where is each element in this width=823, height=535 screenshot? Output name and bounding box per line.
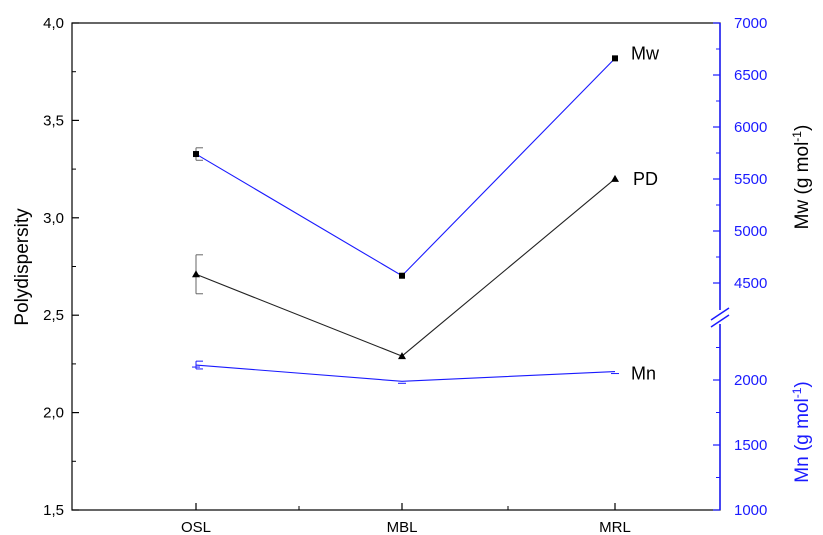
- right-upper-tick-label: 5500: [734, 171, 767, 188]
- right-upper-axis-title: Mw (g mol-1): [790, 125, 813, 230]
- mn-series-line: [195, 364, 616, 382]
- series-layer: Mw PD Mn: [192, 43, 660, 384]
- mw-point: [612, 55, 618, 62]
- left-axis-ticks: 1,5 2,0 2,5 3,0 3,5 4,0: [43, 15, 79, 519]
- axis-break-icon: [710, 307, 730, 328]
- pd-point: [398, 352, 406, 360]
- left-tick-label: 1,5: [43, 502, 64, 519]
- x-tick-label: OSL: [181, 519, 211, 535]
- pd-series-label: PD: [633, 169, 658, 189]
- mw-point: [399, 272, 405, 279]
- right-upper-tick-label: 6500: [734, 67, 767, 84]
- pd-series-line: [195, 178, 616, 357]
- left-axis-title: Polydispersity: [12, 208, 33, 326]
- right-lower-tick-label: 2000: [734, 372, 767, 389]
- axis-break-line: [710, 314, 730, 328]
- right-upper-tick-label: 4500: [734, 275, 767, 292]
- x-tick-label: MRL: [599, 519, 631, 535]
- right-upper-tick-label: 5000: [734, 223, 767, 240]
- mn-series-label: Mn: [631, 364, 656, 384]
- left-tick-label: 2,5: [43, 307, 64, 324]
- right-upper-tick-label: 7000: [734, 15, 767, 32]
- mw-series-line: [195, 57, 616, 277]
- left-tick-label: 3,5: [43, 112, 64, 129]
- pd-point: [192, 270, 200, 278]
- mw-series-label: Mw: [631, 43, 660, 63]
- right-lower-tick-label: 1000: [734, 502, 767, 519]
- x-tick-label: MBL: [387, 519, 418, 535]
- plot-frame: [71, 22, 721, 511]
- left-tick-label: 2,0: [43, 405, 64, 422]
- x-axis-ticks: OSL MBL MRL: [181, 503, 631, 535]
- right-lower-axis-title: Mn (g mol-1): [790, 381, 813, 482]
- right-upper-tick-label: 6000: [734, 119, 767, 136]
- axis-break-gap: [710, 310, 730, 324]
- axis-break-line: [710, 307, 730, 321]
- mw-point: [193, 151, 199, 158]
- right-lower-tick-label: 1500: [734, 437, 767, 454]
- left-tick-label: 4,0: [43, 15, 64, 32]
- right-axis-ticks: 4500 5000 5500 6000 6500 7000 1000 1500 2000: [713, 15, 767, 519]
- left-tick-label: 3,0: [43, 210, 64, 227]
- pd-point: [611, 174, 619, 182]
